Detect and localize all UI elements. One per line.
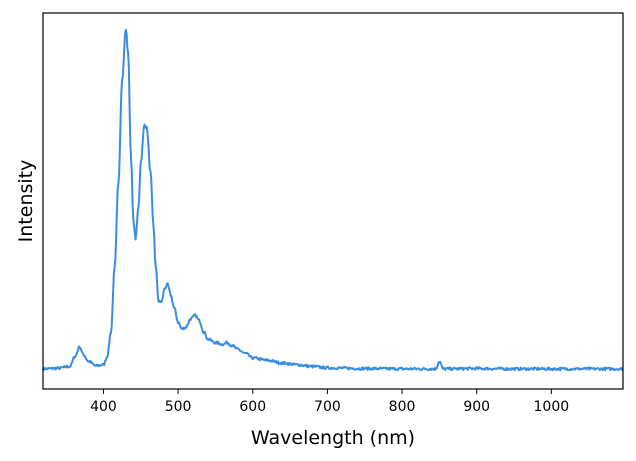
plot-frame <box>42 12 624 390</box>
x-tick-label: 900 <box>463 399 490 415</box>
x-tick-label: 800 <box>389 399 416 415</box>
spectrum-line <box>42 28 624 372</box>
y-axis-label: Intensity <box>15 160 37 243</box>
x-tick-label: 1000 <box>534 399 570 415</box>
x-tick-label: 400 <box>90 399 117 415</box>
x-tick-label: 700 <box>314 399 341 415</box>
x-tick-label: 500 <box>165 399 192 415</box>
x-tick-label: 600 <box>239 399 266 415</box>
x-axis-label: Wavelength (nm) <box>251 427 415 449</box>
plot-area <box>43 13 623 389</box>
